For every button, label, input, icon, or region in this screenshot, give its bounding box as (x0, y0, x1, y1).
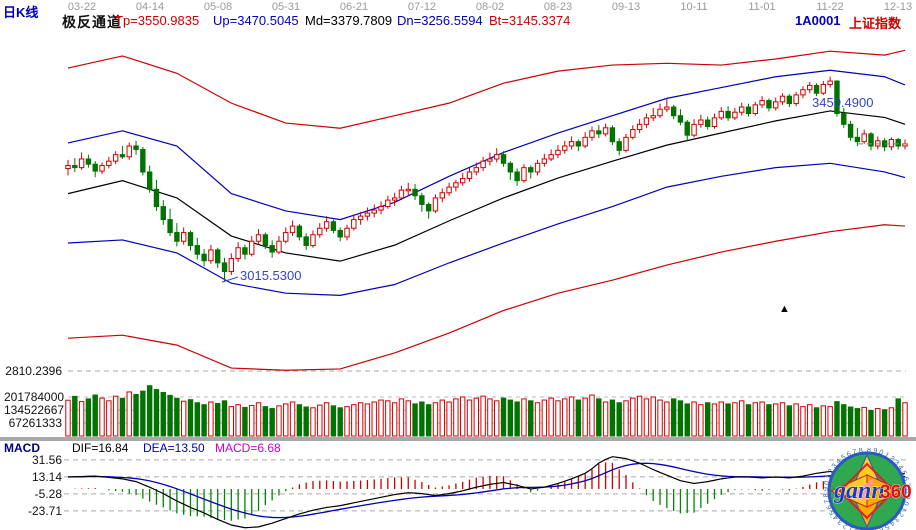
annotation-marks (221, 143, 908, 283)
volume-bars (65, 385, 908, 437)
logo-diamond-icon (838, 462, 896, 520)
date-tick-label: 07-12 (407, 1, 437, 13)
dif-value-label: DIF=16.84 (72, 441, 129, 455)
macd-lines (67, 456, 906, 529)
md-channel-line (67, 110, 906, 262)
date-tick-label: 12-13 (883, 1, 913, 13)
candlestick-layer (65, 76, 908, 282)
volume-axis-label: 201784000 (4, 390, 65, 404)
logo-text-360: 360 (880, 482, 912, 503)
channel-lines (67, 49, 906, 371)
period-low-annotation: 3015.5300 (240, 268, 302, 283)
channel-indicator-name[interactable]: 极反通道 (62, 14, 122, 30)
date-tick-label: 05-31 (271, 1, 301, 13)
macd-axis-label: -23.71 (27, 504, 62, 518)
dea-line (67, 462, 906, 519)
date-tick-label: 03-22 (67, 1, 97, 13)
bt-channel-line (67, 224, 906, 371)
cursor-arrow-icon: ▲ (779, 303, 790, 315)
dea-value-label: DEA=13.50 (143, 441, 205, 455)
security-name[interactable]: 上证指数 (849, 16, 902, 31)
kline-period-label[interactable]: 日K线 (3, 5, 39, 20)
macd-indicator-title[interactable]: MACD (4, 441, 40, 455)
date-tick-label: 06-21 (339, 1, 369, 13)
dif-line (67, 456, 906, 529)
date-axis: 03-22 04-14 05-08 05-31 06-21 07-12 08-02 08-23… (0, 0, 916, 13)
gridlines (0, 370, 916, 512)
channel-param-value: Bt=3145.3374 (489, 13, 571, 28)
channel-param-value: Up=3470.5045 (213, 13, 299, 28)
macd-axis-label: 13.14 (31, 470, 62, 484)
date-tick-label: 05-08 (203, 1, 233, 13)
date-tick-label: 08-02 (475, 1, 505, 13)
date-tick-label: 04-14 (135, 1, 165, 13)
volume-axis-label: 67261333 (8, 416, 62, 430)
channel-param-value: Tp=3550.9835 (115, 13, 200, 28)
date-tick-label: 09-13 (611, 1, 641, 13)
logo-text-gann: gann (833, 478, 885, 504)
tp-channel-line (67, 49, 906, 129)
macd-axis-label: -5.28 (34, 487, 62, 501)
macd-axis-label: 31.56 (31, 453, 62, 467)
price-axis-label: 2810.2396 (5, 364, 62, 378)
dn-channel-line (67, 162, 906, 296)
date-tick-label: 11-22 (816, 1, 844, 13)
channel-param-value: Md=3379.7809 (305, 13, 393, 28)
date-tick-label: 11-01 (748, 1, 776, 13)
logo-arrow-icon (846, 478, 874, 500)
date-tick-label: 10-11 (680, 1, 708, 13)
security-code[interactable]: 1A0001 (795, 13, 841, 28)
recent-high-annotation: 3450.4900 (812, 95, 874, 110)
date-tick-label: 08-23 (543, 1, 573, 13)
channel-param-value: Dn=3256.5594 (397, 13, 483, 28)
volume-axis-label: 134522667 (4, 403, 65, 417)
up-channel-line (67, 69, 906, 221)
macd-value-label: MACD=6.68 (215, 441, 281, 455)
gann360-logo[interactable]: 8901234567890123456789012345678901234567… (822, 448, 916, 530)
